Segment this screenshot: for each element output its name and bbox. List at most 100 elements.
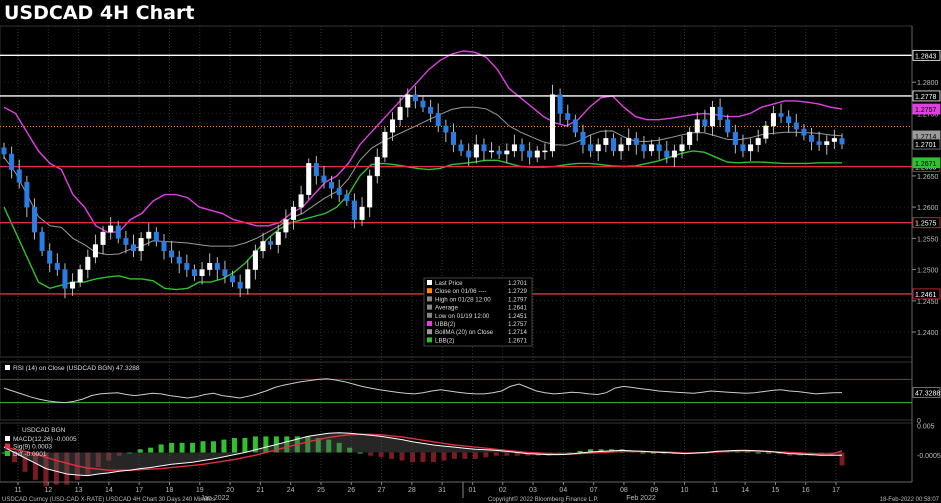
macd-header: USDCAD BGN bbox=[22, 427, 66, 434]
candle-body bbox=[382, 131, 388, 158]
candle-body bbox=[641, 144, 647, 152]
candle-body bbox=[260, 241, 266, 252]
candle-body bbox=[793, 122, 799, 130]
macd-histogram-bar bbox=[598, 449, 604, 453]
macd-histogram-bar bbox=[43, 452, 49, 487]
candle-body bbox=[39, 231, 45, 252]
candle-body bbox=[428, 106, 434, 114]
candle-body bbox=[245, 269, 251, 289]
x-tick-label: 18 bbox=[166, 487, 174, 494]
macd-histogram-bar bbox=[588, 449, 594, 453]
macd-histogram-bar bbox=[336, 442, 342, 453]
macd-series-label: MACD(12,26) -0.0005 bbox=[13, 436, 77, 443]
macd-histogram-bar bbox=[378, 452, 384, 458]
y-tick-label: 1.2600 bbox=[917, 205, 939, 212]
candle-body bbox=[47, 250, 53, 264]
macd-histogram-bar bbox=[410, 452, 416, 463]
x-tick-label: 27 bbox=[378, 487, 386, 494]
candle-body bbox=[481, 144, 487, 152]
macd-histogram-bar bbox=[483, 452, 489, 458]
macd-histogram-bar bbox=[158, 444, 164, 453]
candle-body bbox=[557, 94, 563, 114]
x-tick-label: 26 bbox=[347, 487, 355, 494]
candle-body bbox=[329, 181, 335, 189]
footer-instrument: USDCAD Curncy (USD-CAD X-RATE) USDCAD 4H… bbox=[2, 497, 215, 503]
legend-value: 1.2451 bbox=[508, 313, 527, 320]
candle-body bbox=[603, 138, 609, 145]
candle-body bbox=[755, 138, 761, 145]
level-label-4-bg bbox=[912, 288, 941, 300]
candle-body bbox=[24, 181, 30, 208]
price-axis: 1.2400 1.2450 1.2500 1.2550 1.2600 1.2650 1.27… bbox=[911, 26, 941, 482]
macd-histogram-bar bbox=[472, 452, 478, 459]
candle-body bbox=[199, 269, 205, 277]
rsi-line bbox=[3, 378, 843, 404]
rsi-last-label: 47.3288 bbox=[915, 391, 940, 398]
macd-histogram-bar bbox=[776, 452, 782, 455]
candle-body bbox=[687, 131, 693, 145]
legend-label: Last Price bbox=[435, 280, 463, 287]
legend-swatch bbox=[427, 304, 432, 310]
macd-histogram-bar bbox=[399, 452, 405, 461]
right-label-3: 1.2671 bbox=[915, 161, 937, 168]
y-tick-label: 1.2400 bbox=[917, 330, 939, 337]
macd-histogram-bar bbox=[242, 438, 248, 453]
candle-body bbox=[207, 263, 213, 270]
macd-histogram-bar bbox=[839, 452, 845, 466]
macd-histogram-bar bbox=[95, 452, 101, 467]
candle-body bbox=[115, 225, 121, 239]
candle-body bbox=[633, 138, 639, 145]
legend-value: 1.2714 bbox=[508, 329, 527, 336]
chart-title: USDCAD 4H Chart bbox=[4, 2, 195, 24]
legend-label: Low on 01/19 12:00 bbox=[435, 313, 490, 320]
x-tick-label: 04 bbox=[559, 487, 567, 494]
macd-histogram-bar bbox=[22, 452, 28, 472]
legend-label: LBB(2) bbox=[435, 337, 454, 344]
month-label: Jan 2022 bbox=[201, 495, 230, 502]
candle-body bbox=[191, 269, 197, 277]
candle-body bbox=[610, 138, 616, 152]
candle-body bbox=[16, 169, 22, 183]
macd-histogram-bar bbox=[347, 447, 353, 453]
candle-body bbox=[313, 163, 319, 177]
macd-tick-label: 0.005 bbox=[917, 424, 935, 431]
time-axis: 11 12 13 14 17 18 19 20 21 24 25 26 27 28 31 01 02 03 04 07… bbox=[0, 481, 912, 502]
legend-swatch bbox=[427, 329, 432, 335]
macd-histogram-bar bbox=[315, 438, 321, 453]
candle-body bbox=[572, 119, 578, 133]
macd-histogram-bar bbox=[326, 439, 332, 453]
candle-body bbox=[801, 128, 807, 136]
x-tick-label: 16 bbox=[802, 487, 810, 494]
candle-body bbox=[237, 281, 243, 289]
x-tick-label: 01 bbox=[469, 487, 477, 494]
macd-histogram-bar bbox=[357, 452, 363, 454]
candle-body bbox=[161, 241, 167, 252]
macd-histogram-bar bbox=[127, 452, 133, 454]
macd-histogram-bar bbox=[567, 452, 573, 454]
macd-area bbox=[4, 432, 842, 476]
candle-body bbox=[504, 150, 510, 155]
candle-body bbox=[108, 225, 114, 233]
macd-histogram-bar bbox=[169, 442, 175, 453]
candle-body bbox=[671, 150, 677, 158]
macd-histogram-bar bbox=[420, 452, 426, 463]
macd-histogram-bar bbox=[32, 452, 38, 480]
macd-histogram-bar bbox=[504, 452, 510, 456]
candle-body bbox=[450, 131, 456, 145]
candle-body bbox=[473, 144, 479, 158]
candle-body bbox=[618, 144, 624, 152]
macd-histogram-bar bbox=[252, 436, 258, 453]
candle-body bbox=[100, 231, 106, 245]
candle-body bbox=[290, 206, 297, 220]
right-label-0: 1.2757 bbox=[915, 107, 937, 114]
x-tick-label: 09 bbox=[650, 487, 658, 494]
legend-value: 1.2757 bbox=[508, 321, 527, 328]
macd-histogram-bar bbox=[200, 441, 206, 453]
footer: USDCAD Curncy (USD-CAD X-RATE) USDCAD 4H… bbox=[2, 496, 940, 503]
macd-histogram-bar bbox=[389, 452, 395, 459]
candle-body bbox=[214, 263, 220, 270]
right-label-0-bg bbox=[912, 103, 941, 115]
macd-histogram-bar bbox=[640, 452, 646, 454]
legend-swatch bbox=[427, 312, 432, 318]
